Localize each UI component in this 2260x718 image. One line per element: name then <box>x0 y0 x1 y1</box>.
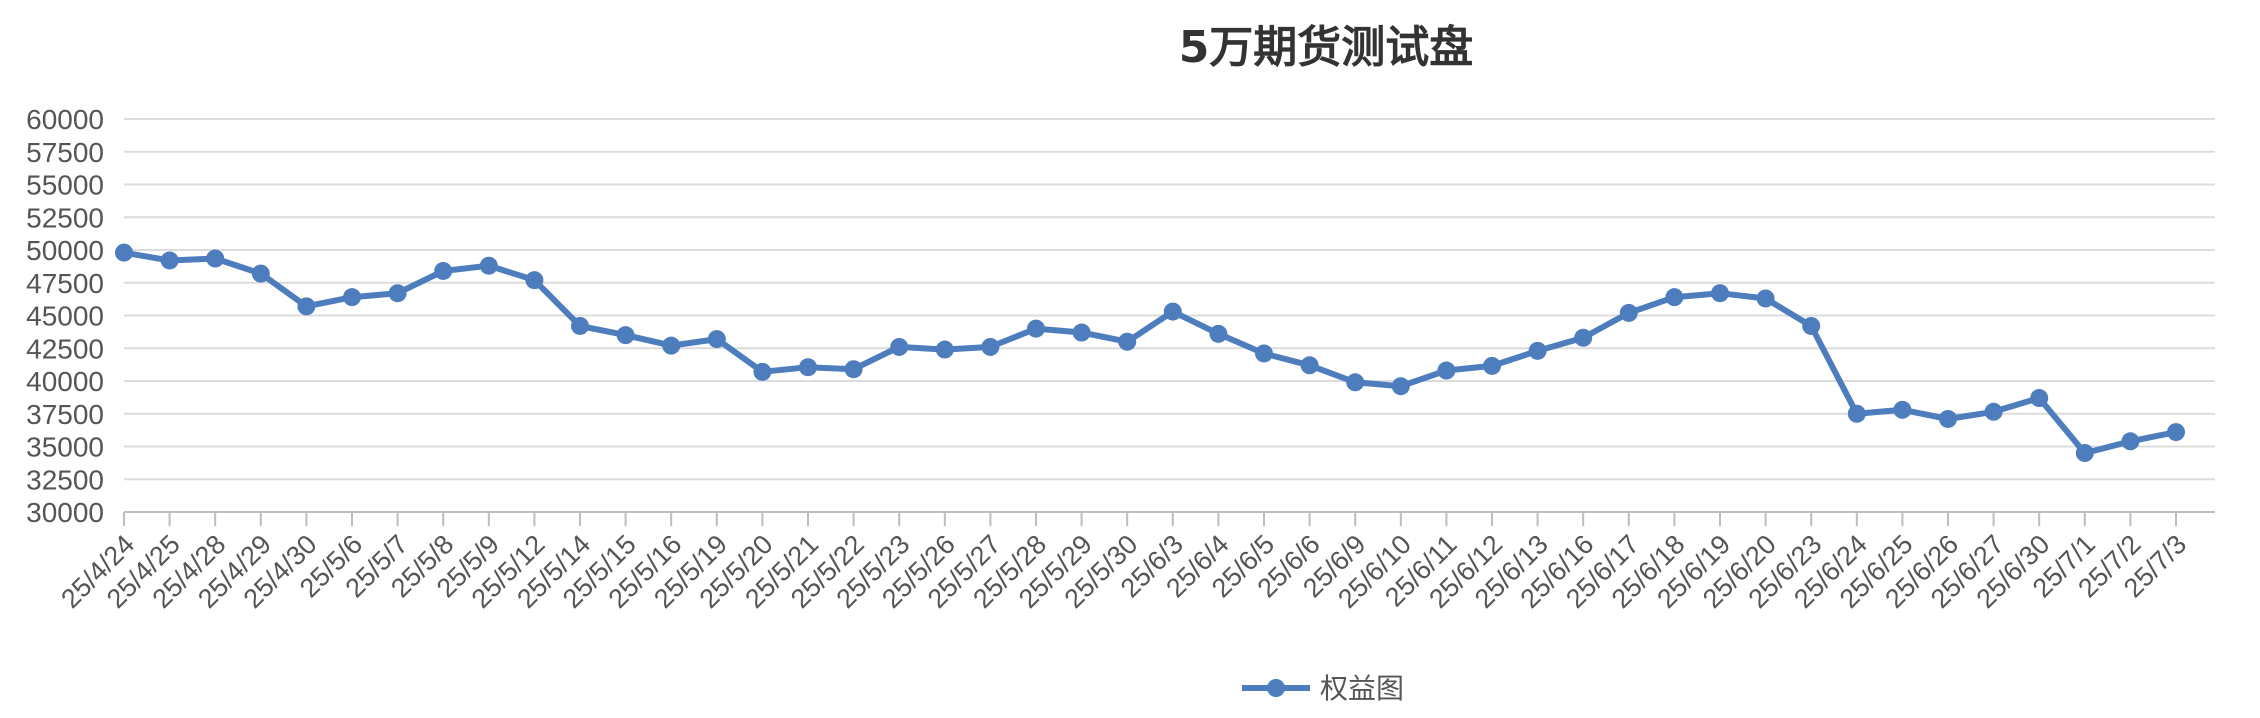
data-point <box>1939 409 1957 428</box>
y-tick-label: 40000 <box>26 366 104 397</box>
data-point <box>1665 288 1684 307</box>
data-point <box>1118 332 1137 351</box>
data-point <box>251 264 270 283</box>
data-point <box>1300 356 1319 375</box>
data-point <box>1711 284 1729 303</box>
y-tick-label: 42500 <box>26 333 104 364</box>
y-tick-label: 52500 <box>26 202 104 233</box>
x-axis-tick-labels: 25/4/2425/4/2525/4/2825/4/2925/4/3025/5/… <box>55 529 2192 614</box>
data-point <box>799 358 817 377</box>
series-layer <box>115 243 2185 463</box>
data-point <box>1528 341 1547 360</box>
data-point <box>479 256 498 275</box>
data-point <box>1756 289 1775 308</box>
data-point <box>525 271 544 290</box>
x-axis <box>123 511 2215 526</box>
data-point <box>1391 377 1410 396</box>
data-point <box>1209 324 1228 343</box>
y-tick-label: 37500 <box>26 399 104 430</box>
data-point <box>662 336 681 355</box>
legend: 权益图 <box>1242 672 1404 705</box>
data-point <box>388 284 407 303</box>
data-point <box>1163 302 1182 321</box>
data-point <box>1619 303 1638 322</box>
data-point <box>160 251 179 270</box>
data-point <box>707 330 726 349</box>
data-point <box>434 261 453 280</box>
data-point <box>1346 373 1365 392</box>
y-axis-ticks: 3000032500350003750040000425004500047500… <box>26 104 104 528</box>
data-point <box>206 249 225 268</box>
y-tick-label: 32500 <box>26 464 104 495</box>
y-tick-label: 47500 <box>26 268 104 299</box>
y-tick-label: 35000 <box>26 432 104 463</box>
data-point <box>2121 432 2140 451</box>
y-tick-label: 30000 <box>26 497 104 528</box>
data-point <box>1072 323 1091 342</box>
y-tick-label: 60000 <box>26 104 104 135</box>
data-point <box>2075 444 2094 463</box>
data-point <box>2167 423 2185 442</box>
y-tick-label: 55000 <box>26 170 104 201</box>
data-point <box>1893 400 1912 419</box>
data-point <box>616 326 635 345</box>
data-point <box>1984 402 2003 421</box>
data-point <box>1027 319 1045 338</box>
y-tick-label: 50000 <box>26 235 104 266</box>
data-point <box>935 340 954 359</box>
data-point <box>753 362 772 381</box>
data-point <box>297 297 316 316</box>
legend-series-label: 权益图 <box>1320 672 1404 705</box>
data-point <box>1255 344 1273 363</box>
y-tick-label: 45000 <box>26 301 104 332</box>
data-point <box>1483 356 1501 375</box>
data-point <box>1574 328 1593 347</box>
data-point <box>890 337 909 356</box>
data-point <box>571 316 589 335</box>
series-line <box>121 249 2179 457</box>
data-point <box>1437 361 1456 380</box>
y-tick-label: 57500 <box>26 137 104 168</box>
data-point <box>343 288 361 307</box>
data-point <box>981 337 1000 356</box>
data-point <box>2030 389 2049 408</box>
data-point <box>115 243 133 262</box>
data-point <box>1847 404 1866 423</box>
data-point <box>1802 316 1821 335</box>
legend-series-marker <box>1267 679 1285 697</box>
chart-title: 5万期货测试盘 <box>1179 22 1474 73</box>
data-point <box>844 360 863 379</box>
gridlines <box>124 118 2215 513</box>
